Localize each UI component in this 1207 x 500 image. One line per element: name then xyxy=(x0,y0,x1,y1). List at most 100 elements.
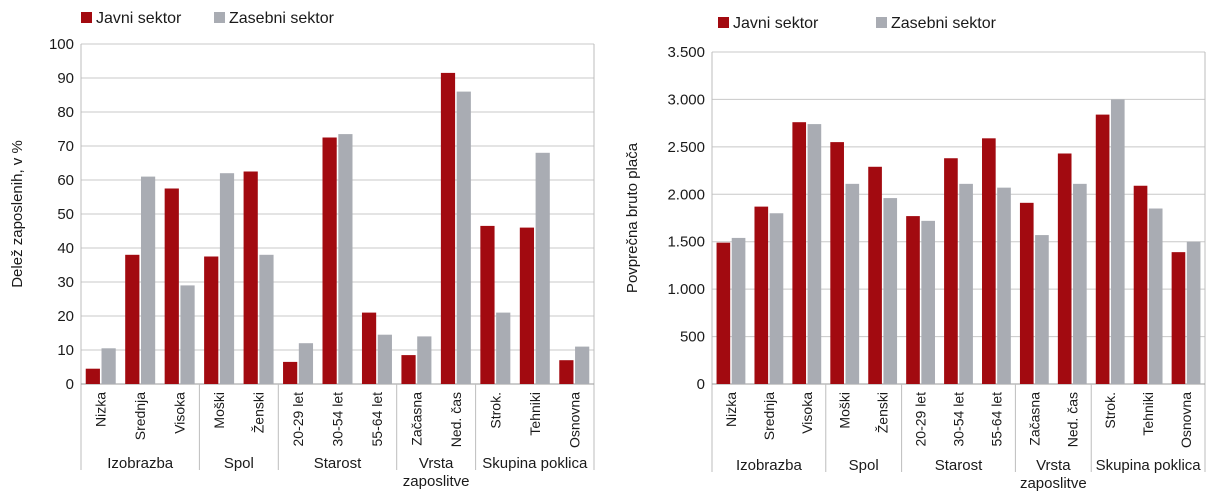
bar-javni-sektor xyxy=(1019,202,1034,384)
y-tick-label: 50 xyxy=(57,206,74,223)
x-group-label: Skupina poklica xyxy=(1096,457,1202,474)
x-group-label-line: Spol xyxy=(849,457,879,474)
y-tick-label: 3.500 xyxy=(667,44,705,61)
bar-javni-sektor xyxy=(906,216,920,384)
bar-zasebni-sektor xyxy=(807,124,822,384)
bar-javni-sektor xyxy=(559,360,574,384)
bar-javni-sektor xyxy=(982,138,996,384)
bar-zasebni-sektor xyxy=(298,343,314,384)
bar-javni-sektor xyxy=(164,188,179,384)
bar-javni-sektor xyxy=(361,312,377,384)
bar-zasebni-sektor xyxy=(1186,241,1201,384)
bar-javni-sektor xyxy=(1057,153,1072,384)
bar-javni-sektor xyxy=(401,355,416,384)
bar-zasebni-sektor xyxy=(575,346,590,384)
x-group-label: Vrsta zaposlitve xyxy=(403,455,470,490)
x-category-label: Ženski xyxy=(251,392,267,433)
y-tick-label: 20 xyxy=(57,308,74,325)
legend-swatch xyxy=(81,12,92,23)
bar-javni-sektor xyxy=(480,225,495,384)
y-tick-label: 0 xyxy=(697,376,705,393)
x-category-label: Začasna xyxy=(408,392,424,446)
legend-swatch xyxy=(718,17,729,28)
x-category-label: Nizka xyxy=(93,392,109,427)
x-group-label: Spol xyxy=(224,455,254,472)
x-group-label: Izobrazba xyxy=(736,457,803,474)
bar-zasebni-sektor xyxy=(959,183,973,384)
bar-javni-sektor xyxy=(1133,185,1148,384)
legend-label: Javni sektor xyxy=(733,15,819,32)
x-category-label: 30-54 let xyxy=(330,392,346,447)
bar-javni-sektor xyxy=(830,142,844,384)
x-group-label: Starost xyxy=(935,457,983,474)
bar-zasebni-sektor xyxy=(535,152,550,384)
x-category-label: 30-54 let xyxy=(951,392,967,447)
y-tick-label: 3.000 xyxy=(667,91,705,108)
bar-zasebni-sektor xyxy=(496,312,511,384)
bar-zasebni-sektor xyxy=(883,198,898,384)
bar-javni-sektor xyxy=(322,137,337,384)
bar-zasebni-sektor xyxy=(731,237,746,384)
legend-label: Zasebni sektor xyxy=(891,15,997,32)
x-category-label: Ned. čas xyxy=(1064,392,1080,447)
x-category-label: Srednja xyxy=(132,392,148,440)
x-category-label: Tehniki xyxy=(1140,392,1156,436)
bar-zasebni-sektor xyxy=(769,213,784,384)
x-group-label-line: Skupina poklica xyxy=(482,455,588,472)
bar-javni-sektor xyxy=(283,361,298,384)
x-category-label: Osnovna xyxy=(1178,392,1194,448)
bar-zasebni-sektor xyxy=(219,173,235,384)
x-group-label-line: zaposlitve xyxy=(1020,475,1087,492)
bar-zasebni-sektor xyxy=(1035,235,1049,384)
bar-zasebni-sektor xyxy=(921,220,935,384)
chart-average-gross-wage: 0 500 1.000 1.500 2.000 2.500 3.000 3.500 Povpre… xyxy=(624,15,1206,492)
x-category-label: Srednja xyxy=(761,392,777,440)
bar-zasebni-sektor xyxy=(1148,208,1163,384)
bar-zasebni-sektor xyxy=(997,187,1011,384)
bar-zasebni-sektor xyxy=(845,183,860,384)
bar-zasebni-sektor xyxy=(417,336,432,384)
legend-label: Zasebni sektor xyxy=(229,10,335,27)
x-group-label: Starost xyxy=(314,455,362,472)
bar-javni-sektor xyxy=(792,122,807,385)
y-tick-label: 40 xyxy=(57,240,74,257)
x-category-label: Ned. čas xyxy=(448,392,464,447)
bar-javni-sektor xyxy=(754,206,769,384)
chart-employment-share: 0 10 20 30 40 50 60 70 80 90 100 Delež zaposlenih, … xyxy=(9,10,595,490)
x-group-label: Skupina poklica xyxy=(482,455,588,472)
x-category-label: 55-64 let xyxy=(369,392,385,447)
bar-javni-sektor xyxy=(125,254,140,384)
bar-zasebni-sektor xyxy=(259,254,274,384)
x-category-label: 55-64 let xyxy=(988,392,1004,447)
x-group-label-line: zaposlitve xyxy=(403,473,470,490)
x-category-label: Osnovna xyxy=(566,392,582,448)
y-tick-label: 30 xyxy=(57,274,74,291)
x-group-label-line: Spol xyxy=(224,455,254,472)
y-axis-title: Delež zaposlenih, v % xyxy=(9,140,26,288)
bar-javni-sektor xyxy=(243,171,258,384)
x-group-label-line: Vrsta xyxy=(1036,457,1071,474)
x-category-label: Moški xyxy=(211,392,227,429)
legend-swatch xyxy=(876,17,887,28)
x-category-label: Strok. xyxy=(487,392,503,429)
bar-zasebni-sektor xyxy=(1110,99,1125,384)
x-group-label-line: Vrsta xyxy=(419,455,454,472)
y-tick-label: 2.000 xyxy=(667,186,705,203)
y-tick-label: 100 xyxy=(49,36,74,53)
bar-javni-sektor xyxy=(519,227,535,384)
bar-javni-sektor xyxy=(204,256,219,384)
x-group-label-line: Izobrazba xyxy=(736,457,803,474)
bar-zasebni-sektor xyxy=(140,176,156,384)
bar-zasebni-sektor xyxy=(101,348,116,384)
x-category-label: Visoka xyxy=(799,392,815,434)
bar-javni-sektor xyxy=(944,158,958,384)
y-tick-label: 80 xyxy=(57,104,74,121)
bar-javni-sektor xyxy=(1095,114,1110,384)
bar-javni-sektor xyxy=(85,368,100,384)
y-tick-label: 1.000 xyxy=(667,281,705,298)
x-category-label: Nizka xyxy=(723,392,739,427)
legend-label: Javni sektor xyxy=(96,10,182,27)
bar-zasebni-sektor xyxy=(180,285,195,384)
x-group-label-line: Starost xyxy=(314,455,362,472)
